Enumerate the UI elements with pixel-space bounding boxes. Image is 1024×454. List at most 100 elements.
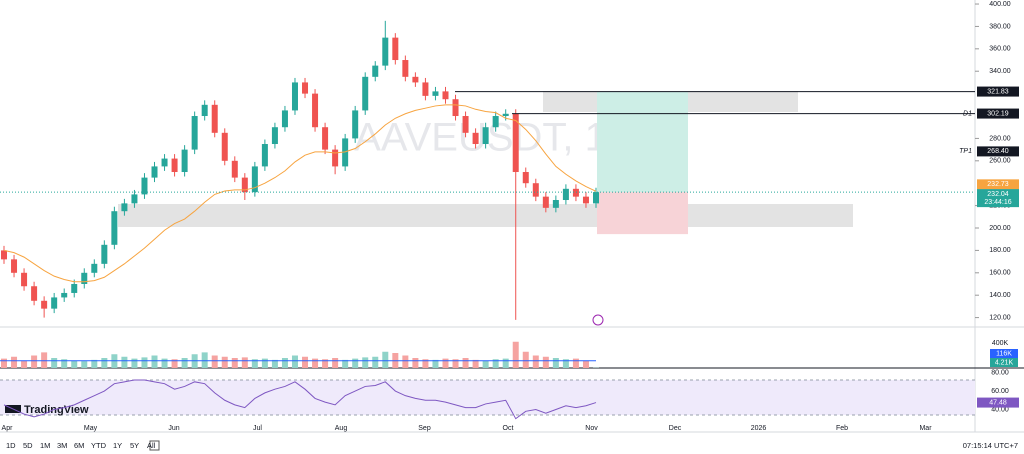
x-tick-label: Dec [669,425,682,432]
ma-tag [990,349,1018,358]
volume-tag [990,358,1018,367]
x-tick-label: May [84,425,98,432]
volume-bar [211,355,218,368]
volume-bar [572,358,579,368]
level-tag [977,86,1019,97]
volume-bar [352,358,359,368]
range-button[interactable]: 3M [57,441,67,450]
candle-body [161,158,168,167]
loss-zone [597,192,688,235]
volume-bar [221,356,228,368]
candle-body [281,110,288,128]
price-tag [977,189,1019,208]
volume-bar [251,359,258,368]
y-tick-label: 160.00 [989,270,1011,277]
range-button[interactable]: All [147,441,156,450]
volume-bar [171,359,178,368]
x-tick-label: Aug [335,425,348,432]
volume-bar [1,358,7,368]
calendar-button[interactable] [149,440,160,451]
ema-tag [977,179,1019,190]
candle-body [512,113,519,173]
candle-body [91,263,98,273]
candle-body [151,166,158,178]
candle-body [41,300,48,309]
volume-bar [552,358,559,368]
range-button[interactable]: 1M [40,441,50,450]
y-tick-label: 280.00 [989,135,1011,142]
candle-body [593,192,599,204]
volume-bar [81,361,88,368]
y-tick-label: 40.00 [991,406,1009,413]
x-tick-label: Mar [919,425,932,432]
range-button[interactable]: 5Y [130,441,139,450]
rsi-label: 47.48 [989,399,1007,406]
volume-bar [432,359,439,368]
level-tag [977,108,1019,119]
candle-body [502,113,509,117]
y-tick-label: 340.00 [989,68,1011,75]
profit-zone [597,91,688,193]
volume-bar [21,360,28,368]
volume-bar [31,355,38,368]
candle-body [522,172,529,184]
candle-body [452,99,459,117]
candle-body [181,149,188,173]
x-tick-label: Jun [168,425,179,432]
candle-body [111,211,118,245]
level-name: TP1 [959,148,972,155]
y-tick-label: 260.00 [989,158,1011,165]
volume-bar [542,356,549,368]
y-tick-label: 180.00 [989,247,1011,254]
candle-body [562,188,569,201]
volume-bar [452,359,459,368]
y-tick-label: 140.00 [989,292,1011,299]
price-label: 232.04 [987,191,1009,198]
candle-body [312,93,319,128]
candle-body [121,203,128,212]
range-button[interactable]: 5D [23,441,33,450]
volume-bar [91,359,98,368]
volume-bar [161,358,168,368]
x-tick-label: Feb [836,425,848,432]
candle-body [251,166,258,193]
event-icon[interactable] [592,314,604,326]
candle-body [71,283,78,293]
candle-body [1,250,7,260]
candle-body [352,110,359,139]
candle-body [141,177,148,195]
clock: 07:15:14 UTC+7 [963,441,1018,450]
candle-body [542,196,549,208]
volume-bar [402,355,409,368]
volume-bar [332,358,339,368]
candle-body [412,76,419,83]
candle-body [492,116,499,128]
volume-bar [322,359,329,368]
candle-body [101,244,108,264]
level-label: 268.40 [987,148,1009,155]
candle-body [462,116,469,133]
logo-text: TradingView [24,404,89,416]
volume-bar [422,359,429,368]
volume-bar [231,358,238,368]
candle-body [442,91,449,100]
candle-body [472,132,479,145]
candle-body [402,60,409,77]
range-button[interactable]: 1Y [113,441,122,450]
volume-bar [121,356,128,368]
volume-bar [241,357,248,368]
rsi-line [3,379,597,420]
candle-body [231,160,238,178]
volume-bar [11,356,18,368]
volume-bar [502,358,509,368]
volume-bar [71,360,78,368]
volume-bar [492,359,499,368]
candle-body [21,272,28,287]
candle-body [582,196,589,204]
candle-body [372,65,379,77]
range-button[interactable]: 1D [6,441,16,450]
range-button[interactable]: 6M [74,441,84,450]
volume-bar [482,360,489,368]
range-button[interactable]: YTD [91,441,107,450]
level-label: 321.83 [987,88,1009,95]
